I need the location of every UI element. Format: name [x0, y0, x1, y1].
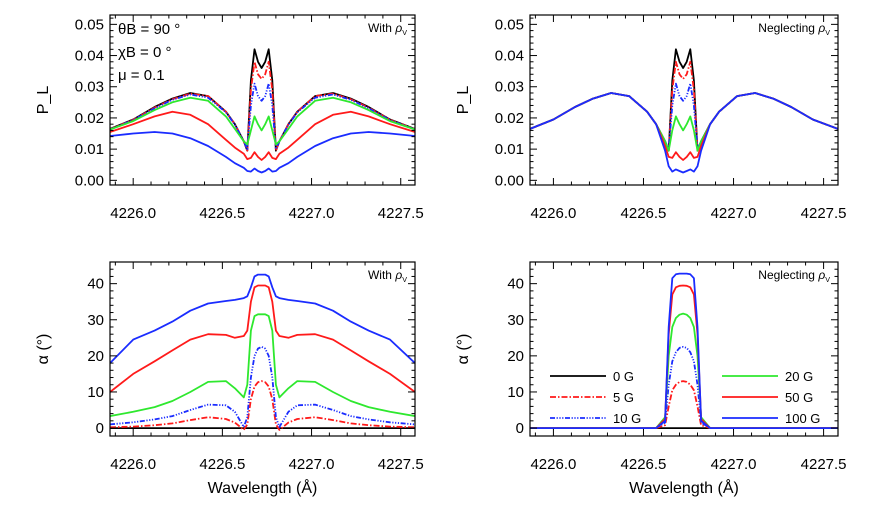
panel-bl: 4226.0 4226.5 4227.0 4227.5 0 10 20 30 40 α (°) Wa… — [35, 261, 424, 497]
legend-item: 5 G — [550, 390, 634, 405]
y-tick-label: 30 — [87, 312, 104, 329]
series-line-20g — [110, 313, 415, 417]
series-line-50g — [530, 284, 838, 430]
legend: 0 G 5 G 10 G 20 G 50 G 100 G — [550, 369, 820, 426]
y-tick-label: 0.00 — [75, 172, 104, 189]
series-line-100g — [110, 131, 415, 174]
series-group — [110, 273, 415, 431]
y-tick-label: 0.05 — [495, 16, 524, 33]
y-tick-label: 0.01 — [495, 141, 524, 158]
series-line-100g — [530, 92, 838, 174]
x-tick-label: 4226.5 — [621, 456, 667, 473]
y-tick-label: 0.00 — [495, 172, 524, 189]
legend-item: 20 G — [722, 369, 813, 384]
y-axis-label: α (°) — [35, 334, 52, 365]
legend-item: 10 G — [550, 411, 641, 426]
axes-frame — [529, 14, 839, 186]
series-line-5g — [110, 60, 415, 152]
x-axis-label: Wavelength (Å) — [208, 478, 318, 497]
x-tick-label: 4227.5 — [378, 456, 424, 473]
series-line-20g — [530, 92, 838, 152]
series-line-100g — [530, 272, 838, 430]
panel-br: 4226.0 4226.5 4227.0 4227.5 0 10 20 30 40 α (°) Wa… — [455, 261, 847, 497]
y-tick-label: 20 — [87, 348, 104, 365]
y-tick-label: 30 — [507, 312, 524, 329]
x-tick-label: 4226.5 — [199, 456, 245, 473]
y-tick-label: 0.01 — [75, 141, 104, 158]
axes-frame — [529, 261, 839, 437]
panel-annotation: Neglecting ρV — [758, 268, 830, 284]
series-line-10g — [530, 82, 838, 151]
series-line-10g — [110, 82, 415, 151]
series-line-10g — [110, 345, 415, 428]
x-tick-label: 4226.5 — [199, 205, 245, 222]
series-line-50g — [530, 92, 838, 161]
x-tick-label: 4226.0 — [530, 205, 576, 222]
legend-item: 50 G — [722, 390, 813, 405]
y-tick-label: 0.03 — [75, 79, 104, 96]
y-tick-label: 0 — [96, 420, 104, 437]
y-tick-label: 10 — [507, 384, 524, 401]
legend-label: 100 G — [785, 411, 820, 426]
x-tick-label: 4226.5 — [621, 205, 667, 222]
legend-label: 10 G — [613, 411, 641, 426]
x-tick-label: 4226.0 — [110, 205, 156, 222]
series-group — [530, 48, 838, 174]
series-line-100g — [110, 273, 415, 364]
panel-annotation: With ρV — [368, 268, 407, 284]
y-tick-label: 0.04 — [495, 48, 524, 65]
y-tick-label: 40 — [87, 276, 104, 293]
legend-item: 100 G — [722, 411, 820, 426]
y-axis-label-group: α (°) — [455, 334, 472, 365]
x-tick-label: 4227.0 — [711, 456, 757, 473]
parameter-label: μ = 0.1 — [118, 67, 165, 84]
y-tick-label: 0.02 — [495, 110, 524, 127]
y-axis-label-group: α (°) — [35, 334, 52, 365]
legend-label: 0 G — [613, 369, 634, 384]
y-axis-label: α (°) — [455, 334, 472, 365]
series-line-0g — [530, 48, 838, 152]
legend-item: 0 G — [550, 369, 634, 384]
legend-label: 5 G — [613, 390, 634, 405]
x-tick-label: 4227.5 — [801, 205, 847, 222]
axes-frame — [109, 261, 416, 437]
x-tick-label: 4227.0 — [289, 456, 335, 473]
series-line-50g — [110, 110, 415, 161]
panel-annotation: With ρV — [368, 21, 407, 37]
legend-label: 50 G — [785, 390, 813, 405]
series-line-50g — [110, 284, 415, 393]
x-tick-label: 4226.0 — [110, 456, 156, 473]
y-axis-label: P_L — [455, 86, 472, 115]
x-tick-label: 4227.0 — [711, 205, 757, 222]
parameter-label: χB = 0 ° — [118, 44, 171, 61]
y-tick-label: 10 — [87, 384, 104, 401]
y-axis-label: P_L — [35, 86, 52, 115]
legend-label: 20 G — [785, 369, 813, 384]
y-tick-label: 40 — [507, 276, 524, 293]
axes-frame — [109, 14, 416, 186]
parameter-label: θB = 90 ° — [118, 21, 180, 38]
y-tick-label: 0.05 — [75, 16, 104, 33]
series-group — [530, 272, 838, 430]
y-axis-label-group: P_L — [455, 86, 472, 115]
x-tick-label: 4226.0 — [530, 456, 576, 473]
y-tick-label: 0.02 — [75, 110, 104, 127]
y-axis-label-group: P_L — [35, 86, 52, 115]
panel-annotation: Neglecting ρV — [758, 21, 830, 37]
series-line-20g — [110, 96, 415, 146]
y-tick-label: 0.04 — [75, 48, 104, 65]
y-tick-label: 0 — [516, 420, 524, 437]
series-line-5g — [110, 380, 415, 431]
y-tick-label: 20 — [507, 348, 524, 365]
panel-tl: 4226.0 4226.5 4227.0 4227.5 0.00 0.01 0.02 0.03… — [35, 14, 424, 222]
x-axis-label: Wavelength (Å) — [629, 478, 739, 497]
panel-tr: 4226.0 4226.5 4227.0 4227.5 0.00 0.01 0.02 0.03… — [455, 14, 847, 222]
x-tick-label: 4227.5 — [801, 456, 847, 473]
x-tick-label: 4227.0 — [289, 205, 335, 222]
series-group — [110, 48, 415, 174]
y-tick-label: 0.03 — [495, 79, 524, 96]
x-tick-label: 4227.5 — [378, 205, 424, 222]
